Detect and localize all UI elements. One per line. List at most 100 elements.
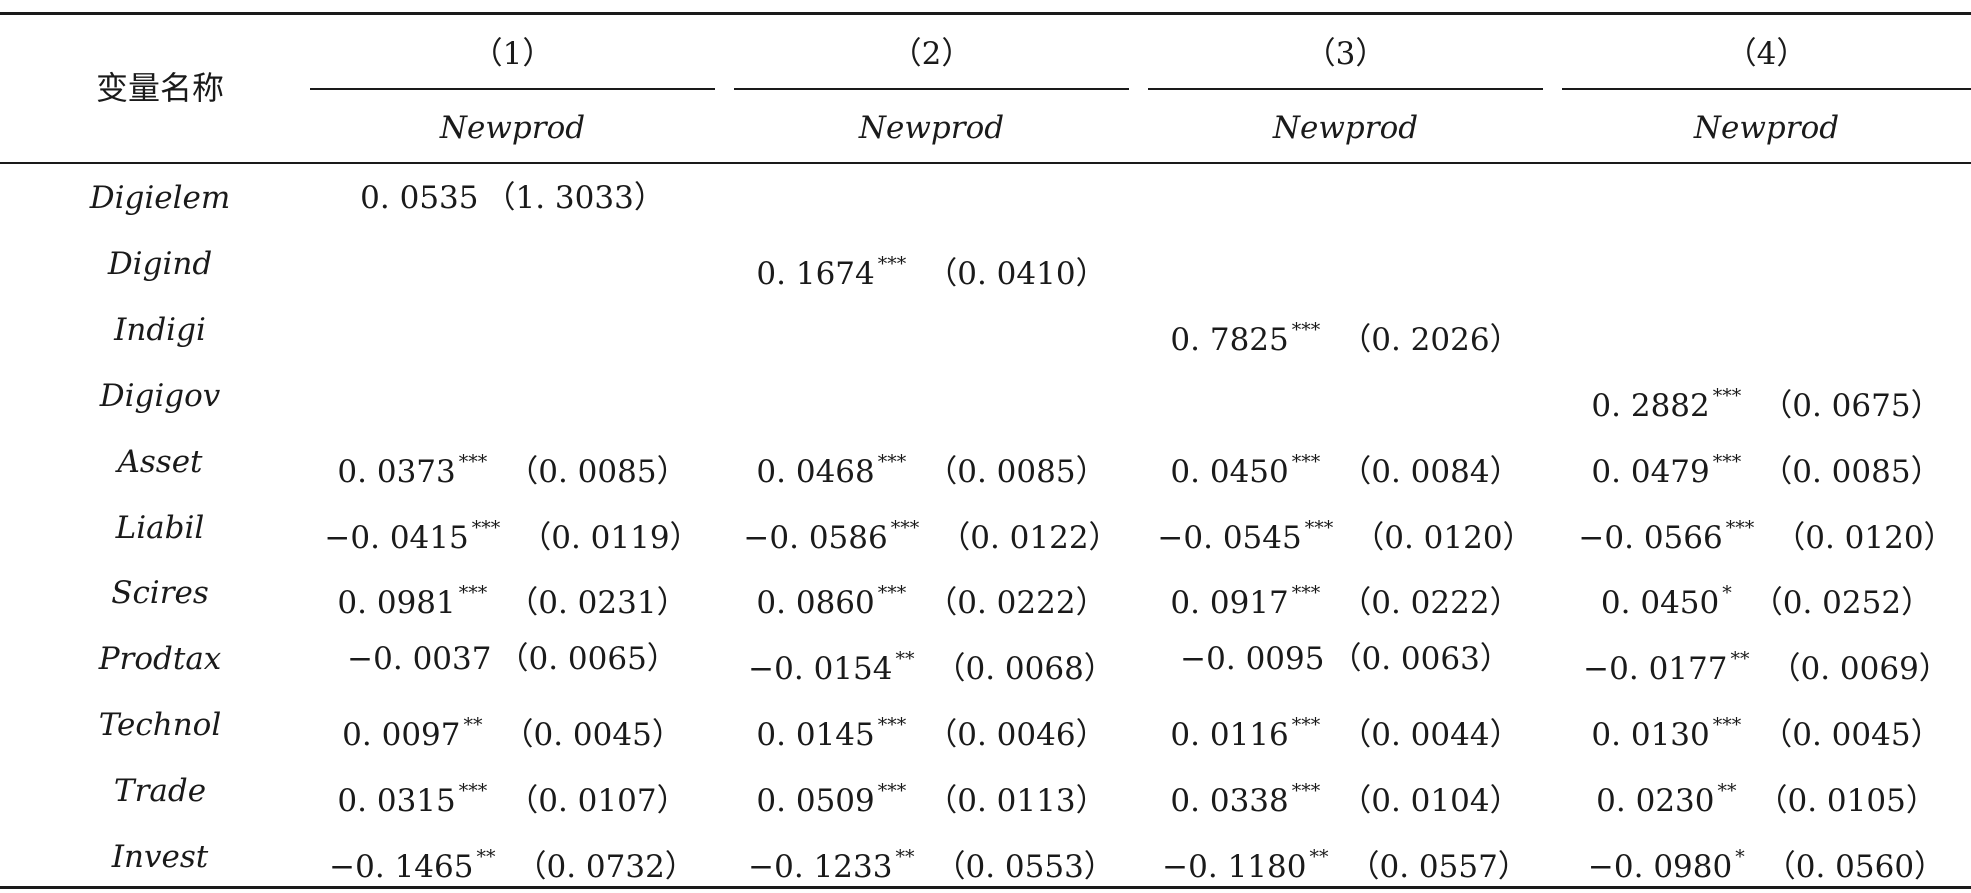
coefficient: 0. 0230	[1596, 783, 1715, 819]
standard-error: （0. 0107）	[507, 783, 688, 819]
standard-error: （0. 0085）	[507, 454, 688, 490]
row-label: Digielem	[89, 180, 231, 216]
table-cell: 0. 0116 *** （0. 0044）	[1148, 705, 1543, 755]
standard-error: （0. 0105）	[1756, 783, 1937, 819]
significance-stars: ***	[458, 780, 488, 802]
coefficient: 0. 0315	[337, 783, 456, 819]
standard-error: （0. 0122）	[939, 520, 1120, 556]
table-cell: 0. 1674 *** （0. 0410）	[734, 244, 1129, 294]
significance-stars: **	[476, 846, 496, 868]
standard-error: （0. 2026）	[1340, 322, 1521, 358]
table-cell: −0. 0177 ** （0. 0069）	[1562, 639, 1971, 689]
table-cell: −0. 0545 *** （0. 0120）	[1148, 508, 1543, 558]
table-cell: 0. 0917 *** （0. 0222）	[1148, 573, 1543, 623]
table-cell: 0. 0535 （1. 3033）	[310, 178, 715, 218]
row-label: Digigov	[99, 378, 221, 414]
significance-stars: ***	[1291, 451, 1321, 473]
standard-error: （0. 0410）	[926, 256, 1107, 292]
standard-error: （0. 0085）	[1761, 454, 1942, 490]
significance-stars: **	[895, 648, 915, 670]
coefficient: 0. 0450	[1170, 454, 1289, 490]
significance-stars: ***	[877, 451, 907, 473]
standard-error: （0. 0120）	[1353, 520, 1534, 556]
header-subrule-1	[310, 88, 715, 90]
standard-error: （0. 0113）	[926, 783, 1107, 819]
significance-stars: ***	[877, 582, 907, 604]
significance-stars: ***	[1291, 319, 1321, 341]
significance-stars: **	[1730, 648, 1750, 670]
table-cell: −0. 1233 ** （0. 0553）	[734, 837, 1129, 887]
standard-error: （0. 0046）	[926, 717, 1107, 753]
coefficient: 0. 0535	[360, 180, 479, 216]
standard-error: （0. 0119）	[520, 520, 701, 556]
coefficient: 0. 0860	[756, 585, 875, 621]
standard-error: （0. 0045）	[1761, 717, 1942, 753]
coefficient: −0. 1465	[329, 849, 474, 885]
table-cell: 0. 0468 *** （0. 0085）	[734, 442, 1129, 492]
table-cell: 0. 0479 *** （0. 0085）	[1562, 442, 1971, 492]
table-cell: 0. 0338 *** （0. 0104）	[1148, 771, 1543, 821]
standard-error: （0. 0069）	[1769, 651, 1950, 687]
table-cell: −0. 0980 * （0. 0560）	[1562, 837, 1971, 887]
coefficient: 0. 0097	[342, 717, 461, 753]
coefficient: 0. 0479	[1591, 454, 1710, 490]
significance-stars: ***	[1291, 582, 1321, 604]
standard-error: （0. 0732）	[515, 849, 696, 885]
column-number-2: （2）	[890, 36, 973, 72]
standard-error: （0. 0231）	[507, 585, 688, 621]
header-subrule-4	[1562, 88, 1971, 90]
coefficient: −0. 0037	[347, 641, 492, 677]
significance-stars: ***	[471, 517, 501, 539]
table-cell: −0. 1180 ** （0. 0557）	[1148, 837, 1543, 887]
coefficient: 0. 7825	[1170, 322, 1289, 358]
coefficient: −0. 1233	[748, 849, 893, 885]
column-number-3: （3）	[1304, 36, 1387, 72]
standard-error: （0. 0063）	[1330, 641, 1511, 677]
coefficient: 0. 0116	[1170, 717, 1289, 753]
dependent-variable-1: Newprod	[439, 110, 586, 146]
standard-error: （0. 0557）	[1348, 849, 1529, 885]
significance-stars: ***	[1712, 714, 1742, 736]
row-label: Prodtax	[98, 641, 222, 677]
row-label: Liabil	[115, 510, 205, 546]
table-cell: 0. 0315 *** （0. 0107）	[310, 771, 715, 821]
row-label: Invest	[111, 839, 209, 875]
significance-stars: ***	[877, 780, 907, 802]
table-cell: −0. 0566 *** （0. 0120）	[1562, 508, 1971, 558]
coefficient: 0. 0373	[337, 454, 456, 490]
coefficient: 0. 0917	[1170, 585, 1289, 621]
standard-error: （0. 0120）	[1774, 520, 1955, 556]
standard-error: （0. 0045）	[502, 717, 683, 753]
column-number-1: （1）	[471, 36, 554, 72]
standard-error: （0. 0065）	[497, 641, 678, 677]
header-subrule-2	[734, 88, 1129, 90]
significance-stars: ***	[1291, 780, 1321, 802]
table-cell: −0. 0095 （0. 0063）	[1148, 639, 1543, 679]
significance-stars: ***	[1712, 451, 1742, 473]
standard-error: （0. 0222）	[926, 585, 1107, 621]
row-label: Trade	[113, 773, 207, 809]
column-number-4: （4）	[1725, 36, 1808, 72]
table-cell: −0. 0037 （0. 0065）	[310, 639, 715, 679]
significance-stars: ***	[1712, 385, 1742, 407]
significance-stars: ***	[1291, 714, 1321, 736]
row-label: Digind	[107, 246, 213, 282]
standard-error: （0. 0553）	[934, 849, 1115, 885]
header-subrule-3	[1148, 88, 1543, 90]
header-rule	[0, 162, 1971, 164]
table-cell: 0. 0450 * （0. 0252）	[1562, 573, 1971, 623]
coefficient: 0. 0509	[756, 783, 875, 819]
significance-stars: **	[1717, 780, 1737, 802]
coefficient: −0. 0545	[1157, 520, 1302, 556]
coefficient: 0. 0981	[337, 585, 456, 621]
standard-error: （0. 0222）	[1340, 585, 1521, 621]
row-label: Asset	[117, 444, 203, 480]
table-cell: 0. 2882 *** （0. 0675）	[1562, 376, 1971, 426]
coefficient: 0. 1674	[756, 256, 875, 292]
table-cell: 0. 0860 *** （0. 0222）	[734, 573, 1129, 623]
table-cell: 0. 0145 *** （0. 0046）	[734, 705, 1129, 755]
significance-stars: ***	[877, 714, 907, 736]
coefficient: −0. 0154	[748, 651, 893, 687]
significance-stars: **	[463, 714, 483, 736]
significance-stars: ***	[1725, 517, 1755, 539]
